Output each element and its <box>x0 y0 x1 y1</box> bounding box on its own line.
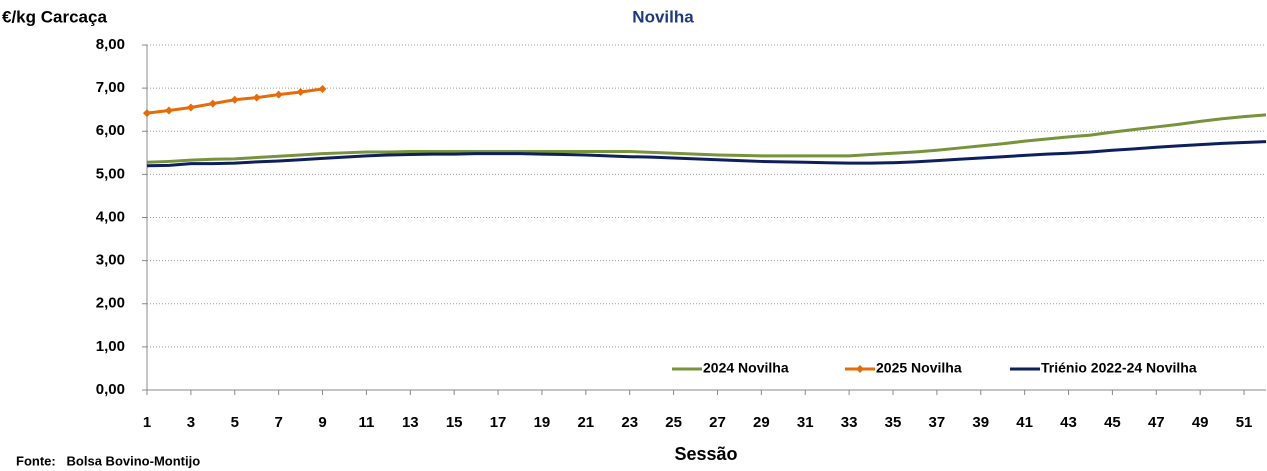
x-axis-title: Sessão <box>674 444 737 464</box>
x-tick-label: 23 <box>621 414 638 431</box>
legend-label: Triénio 2022-24 Novilha <box>1041 360 1197 376</box>
legend-marker <box>856 365 864 373</box>
x-tick-label: 15 <box>446 414 463 431</box>
x-tick-label: 9 <box>318 414 326 431</box>
x-tick-label: 43 <box>1060 414 1077 431</box>
x-tick-label: 45 <box>1104 414 1121 431</box>
chart-title: Novilha <box>632 7 694 26</box>
series-line <box>146 140 1267 168</box>
y-axis-title: €/kg Carcaça <box>2 7 107 26</box>
x-tick-label: 47 <box>1148 414 1165 431</box>
x-tick-label: 49 <box>1192 414 1209 431</box>
x-tick-label: 11 <box>358 414 374 431</box>
point-marker <box>274 90 283 99</box>
y-tick-label: 2,00 <box>96 295 125 312</box>
series-line <box>146 113 1267 164</box>
x-tick-label: 37 <box>929 414 946 431</box>
y-tick-label: 5,00 <box>96 165 125 182</box>
x-tick-label: 27 <box>709 414 726 431</box>
source-note: Fonte: Bolsa Bovino-Montijo <box>16 453 200 468</box>
legend-label: 2025 Novilha <box>876 360 962 376</box>
legend-label: 2024 Novilha <box>703 360 789 376</box>
x-tick-label: 19 <box>534 414 551 431</box>
y-tick-label: 0,00 <box>96 381 125 398</box>
point-marker <box>186 103 195 112</box>
x-tick-label: 31 <box>797 414 814 431</box>
x-tick-label: 35 <box>885 414 902 431</box>
point-marker <box>164 106 173 115</box>
point-marker <box>252 93 261 102</box>
y-tick-label: 4,00 <box>96 208 125 225</box>
x-tick-label: 7 <box>274 414 282 431</box>
x-tick-label: 25 <box>665 414 682 431</box>
x-tick-label: 5 <box>231 414 239 431</box>
y-tick-label: 8,00 <box>96 36 125 53</box>
point-marker <box>208 99 217 108</box>
y-tick-label: 6,00 <box>96 122 125 139</box>
x-tick-label: 33 <box>841 414 858 431</box>
x-tick-label: 3 <box>187 414 195 431</box>
y-tick-label: 7,00 <box>96 79 125 96</box>
x-tick-label: 21 <box>577 414 594 431</box>
point-marker <box>296 88 305 97</box>
y-tick-label: 3,00 <box>96 252 125 269</box>
point-marker <box>318 84 327 93</box>
x-tick-label: 29 <box>753 414 770 431</box>
point-marker <box>230 95 239 104</box>
x-tick-label: 1 <box>143 414 151 431</box>
y-tick-label: 1,00 <box>96 338 125 355</box>
x-tick-label: 41 <box>1016 414 1033 431</box>
x-tick-label: 51 <box>1236 414 1253 431</box>
x-tick-label: 13 <box>402 414 419 431</box>
point-marker <box>143 109 151 118</box>
x-tick-label: 39 <box>972 414 989 431</box>
x-tick-label: 17 <box>490 414 507 431</box>
